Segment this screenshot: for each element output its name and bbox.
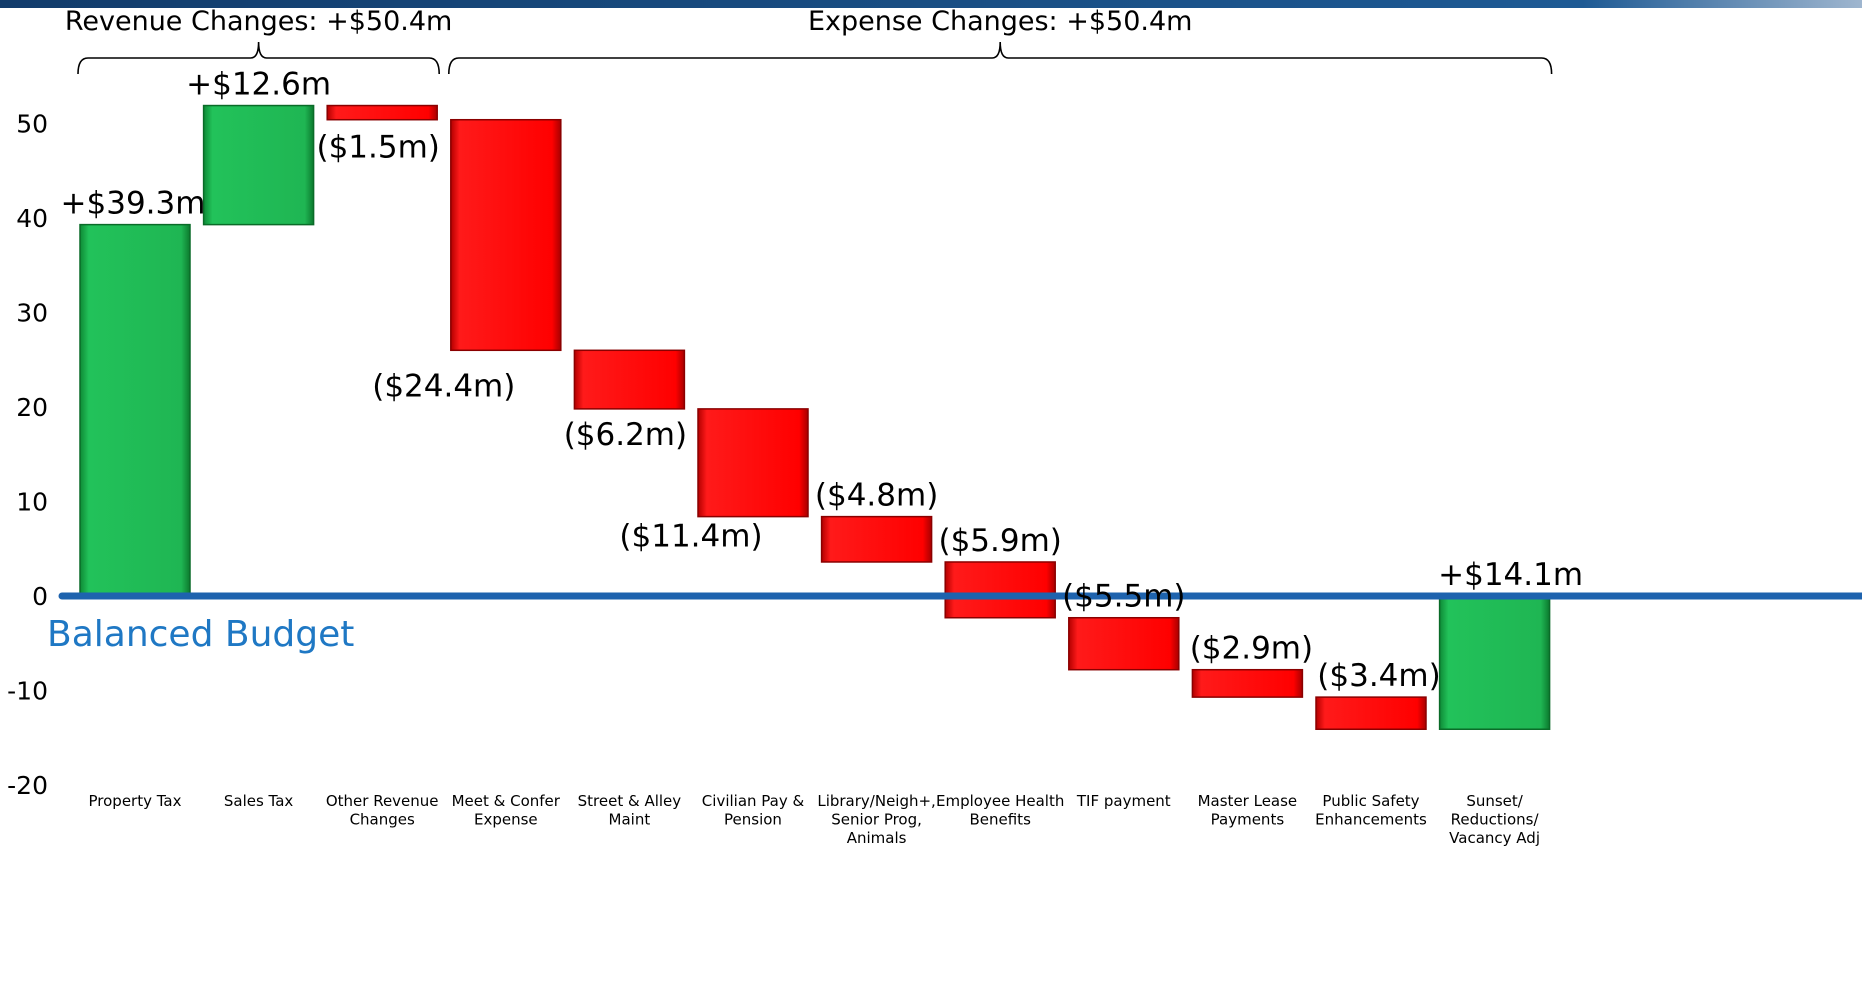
data-label: +$39.3m	[61, 186, 206, 222]
waterfall-bar	[697, 408, 809, 518]
x-tick-label: Public Safety Enhancements	[1315, 792, 1427, 829]
x-tick-label: TIF payment	[1076, 792, 1171, 810]
x-tick-label-line: Expense	[474, 811, 538, 829]
x-tick-label-line: Master Lease	[1198, 792, 1298, 810]
x-tick-label: Meet & Confer Expense	[452, 792, 561, 829]
y-tick-label: -20	[7, 771, 48, 800]
x-tick-label-line: Other Revenue	[326, 792, 439, 810]
x-tick-label-line: Payments	[1211, 811, 1285, 829]
x-tick-label: Property Tax	[89, 792, 182, 810]
x-tick-label-line: Street & Alley	[578, 792, 682, 810]
data-label: ($5.9m)	[938, 523, 1061, 559]
y-tick-label: 10	[16, 488, 48, 517]
x-tick-label: Street & Alley Maint	[578, 792, 682, 829]
balanced-budget-label: Balanced Budget	[47, 614, 354, 655]
waterfall-bar	[1315, 696, 1427, 730]
x-tick-label-line: Library/Neigh+,	[817, 792, 935, 810]
waterfall-bar	[1068, 616, 1180, 671]
x-tick-label: Civilian Pay & Pension	[702, 792, 805, 829]
x-tick-label-line: Pension	[724, 811, 782, 829]
waterfall-bar	[573, 349, 686, 410]
x-tick-label-line: Sales Tax	[224, 792, 294, 810]
y-tick-label: 30	[16, 299, 48, 328]
x-tick-label-line: Employee Health	[936, 792, 1064, 810]
y-tick-label: 20	[16, 393, 48, 422]
x-tick-label-line: Public Safety	[1322, 792, 1419, 810]
header-band	[0, 0, 1862, 8]
waterfall-bar	[944, 561, 1056, 619]
y-tick-label: 0	[32, 582, 48, 611]
data-label: ($11.4m)	[619, 519, 762, 555]
y-tick-label: 40	[16, 204, 48, 233]
x-tick-label-line: Meet & Confer	[452, 792, 561, 810]
baseline: Balanced Budget	[47, 592, 1862, 655]
x-tick-label-line: Senior Prog,	[831, 811, 922, 829]
x-tick-label: Sales Tax	[224, 792, 294, 810]
x-tick-label-line: Benefits	[969, 811, 1031, 829]
x-tick-label-line: Vacancy Adj	[1449, 829, 1540, 847]
x-tick-label: Sunset/Reductions/Vacancy Adj	[1449, 792, 1540, 847]
x-tick-label: Other Revenue Changes	[326, 792, 439, 829]
waterfall-bar	[820, 515, 933, 563]
bars	[79, 104, 1551, 730]
group-bracket	[77, 41, 440, 75]
waterfall-bar	[326, 104, 438, 121]
waterfall-bar	[1438, 595, 1551, 730]
group-brackets: Revenue Changes: +$50.4m Expense Changes:…	[65, 6, 1553, 75]
data-label: ($6.2m)	[564, 417, 687, 453]
waterfall-bar	[202, 104, 315, 226]
y-tick-label: 50	[16, 110, 48, 139]
x-tick-label-line: Enhancements	[1315, 811, 1427, 829]
waterfall-bar	[1191, 668, 1304, 698]
x-axis: Property Tax Sales Tax Other Revenue Change…	[89, 792, 1541, 847]
data-label: ($3.4m)	[1317, 658, 1440, 694]
y-tick-label: -10	[7, 677, 48, 706]
data-label: ($1.5m)	[316, 130, 439, 166]
y-axis: 50 40 30 20 10 0 -10 -20	[7, 110, 48, 801]
x-tick-label-line: TIF payment	[1076, 792, 1171, 810]
x-tick-label-line: Civilian Pay &	[702, 792, 805, 810]
x-tick-label-line: Sunset/	[1466, 792, 1523, 810]
group-label: Revenue Changes: +$50.4m	[65, 6, 453, 37]
x-tick-label: Master Lease Payments	[1198, 792, 1298, 829]
data-label: ($4.8m)	[815, 478, 938, 514]
data-label: ($5.5m)	[1062, 579, 1185, 615]
x-tick-label: Library/Neigh+, Senior Prog, Animals	[817, 792, 935, 847]
x-tick-label-line: Animals	[847, 829, 907, 847]
waterfall-bar	[450, 118, 562, 352]
x-tick-label-line: Property Tax	[89, 792, 182, 810]
x-tick-label-line: Changes	[350, 811, 415, 829]
data-label: +$12.6m	[186, 67, 331, 103]
data-label: ($24.4m)	[372, 368, 515, 404]
data-label: +$14.1m	[1438, 557, 1583, 593]
x-tick-label: Employee Health Benefits	[936, 792, 1064, 829]
x-tick-label-line: Reductions/	[1451, 811, 1540, 829]
data-labels: +$39.3m +$12.6m ($1.5m) ($24.4m) ($6.2m) ($11…	[61, 67, 1584, 695]
waterfall-bar	[79, 223, 191, 597]
group-label: Expense Changes: +$50.4m	[808, 6, 1193, 37]
x-tick-label-line: Maint	[609, 811, 651, 829]
group-bracket	[448, 41, 1553, 75]
data-label: ($2.9m)	[1190, 631, 1313, 667]
